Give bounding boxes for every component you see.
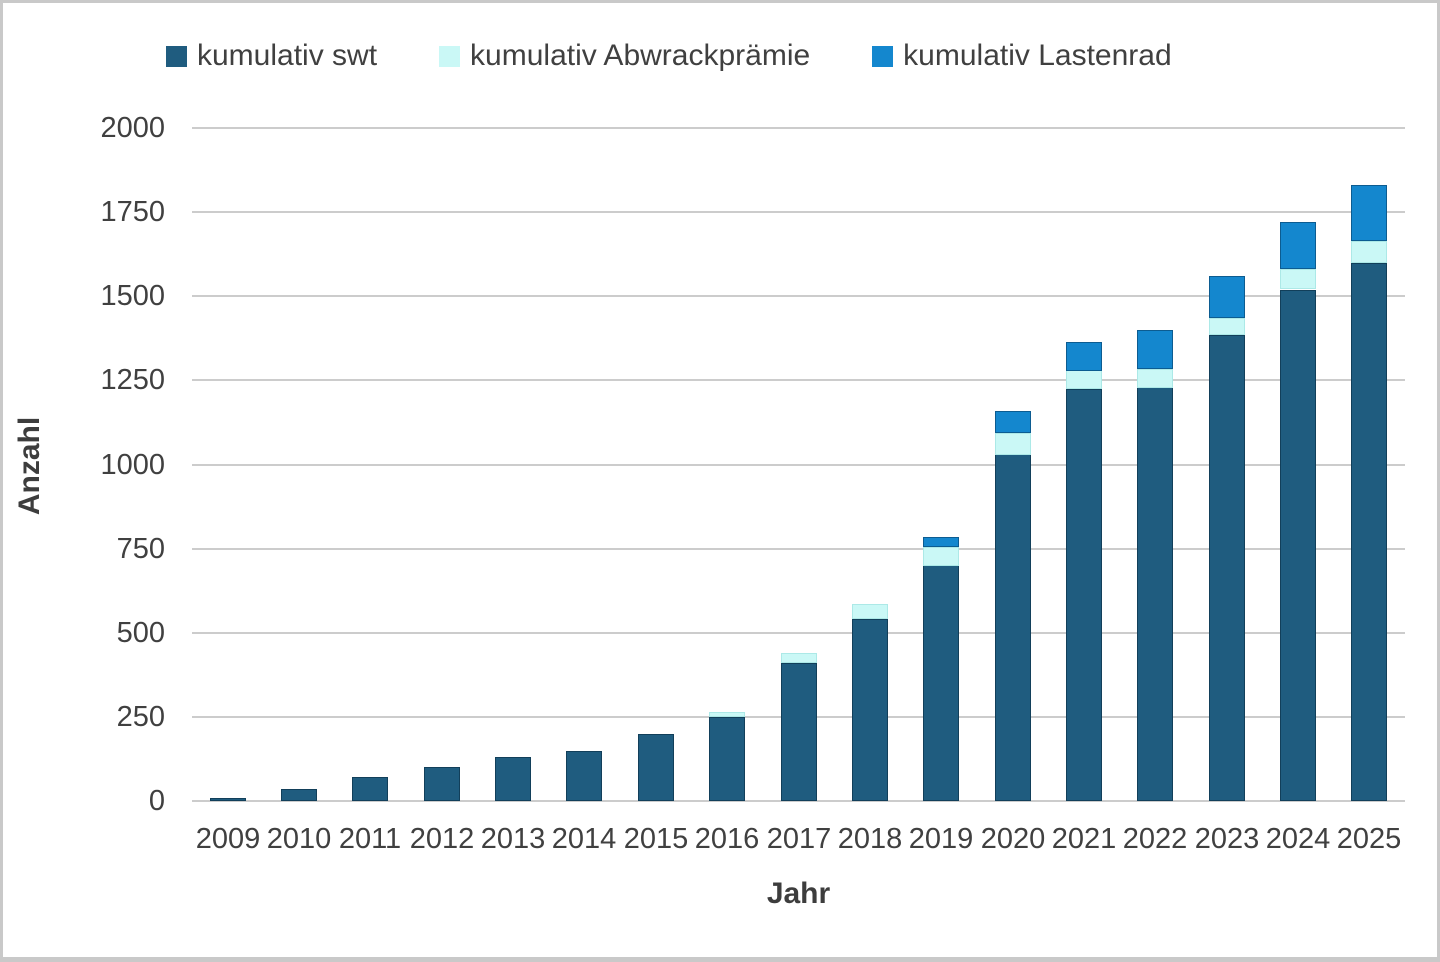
legend-item-kumulativ-abwrackpraemie: kumulativ Abwrackprämie bbox=[439, 41, 810, 71]
y-tick-label: 1250 bbox=[100, 364, 165, 396]
gridline-0 bbox=[192, 800, 1405, 802]
y-tick-label: 500 bbox=[116, 617, 165, 649]
bar-segment-kumulativ-swt-2015 bbox=[638, 734, 674, 801]
gridline-750 bbox=[192, 548, 1405, 550]
x-tick-label-2013: 2013 bbox=[480, 823, 546, 855]
y-tick-label: 1000 bbox=[100, 449, 165, 481]
x-tick-label-2009: 2009 bbox=[195, 823, 261, 855]
bar-segment-kumulativ-swt-2013 bbox=[495, 757, 531, 801]
chart-legend: kumulativ swt kumulativ Abwrackprämie ku… bbox=[166, 41, 1172, 71]
y-tick-label: 1500 bbox=[100, 280, 165, 312]
bar-segment-kumulativ-abwrackprämie-2024 bbox=[1280, 269, 1316, 289]
x-axis-title: Jahr bbox=[766, 877, 831, 910]
x-tick-label-2016: 2016 bbox=[694, 823, 760, 855]
bar-segment-kumulativ-lastenrad-2021 bbox=[1066, 342, 1102, 371]
legend-swatch-kumulativ-lastenrad bbox=[872, 45, 894, 67]
bar-segment-kumulativ-abwrackprämie-2017 bbox=[781, 653, 817, 663]
x-tick-label-2022: 2022 bbox=[1122, 823, 1188, 855]
bar-segment-kumulativ-swt-2017 bbox=[781, 663, 817, 801]
bar-segment-kumulativ-swt-2009 bbox=[210, 798, 246, 801]
bar-segment-kumulativ-lastenrad-2022 bbox=[1137, 330, 1173, 369]
legend-swatch-kumulativ-swt bbox=[166, 45, 187, 67]
bar-segment-kumulativ-lastenrad-2025 bbox=[1351, 185, 1387, 241]
y-tick-label: 1750 bbox=[100, 196, 165, 228]
x-tick-label-2024: 2024 bbox=[1265, 823, 1331, 855]
bar-segment-kumulativ-swt-2020 bbox=[995, 454, 1031, 801]
gridline-2000 bbox=[192, 127, 1405, 129]
x-tick-label-2011: 2011 bbox=[338, 823, 402, 855]
legend-swatch-kumulativ-abwrackpraemie bbox=[439, 45, 461, 67]
bar-segment-kumulativ-swt-2010 bbox=[281, 789, 317, 801]
bar-segment-kumulativ-swt-2023 bbox=[1209, 335, 1245, 801]
bar-segment-kumulativ-abwrackprämie-2021 bbox=[1066, 370, 1102, 389]
x-tick-label-2023: 2023 bbox=[1194, 823, 1260, 855]
bar-segment-kumulativ-swt-2011 bbox=[352, 777, 388, 801]
legend-item-kumulativ-lastenrad: kumulativ Lastenrad bbox=[872, 39, 1172, 72]
y-tick-label: 750 bbox=[116, 533, 165, 565]
bar-segment-kumulativ-lastenrad-2020 bbox=[995, 411, 1031, 433]
bar-segment-kumulativ-lastenrad-2023 bbox=[1209, 276, 1245, 318]
bar-segment-kumulativ-swt-2022 bbox=[1137, 387, 1173, 801]
y-axis-title: Anzahl bbox=[13, 416, 46, 516]
y-tick-label: 250 bbox=[116, 701, 165, 733]
legend-label: kumulativ swt bbox=[197, 39, 378, 72]
x-tick-label-2020: 2020 bbox=[980, 823, 1046, 855]
bar-segment-kumulativ-swt-2024 bbox=[1280, 290, 1316, 801]
x-tick-label-2015: 2015 bbox=[623, 823, 689, 855]
x-tick-label-2012: 2012 bbox=[409, 823, 475, 855]
legend-item-kumulativ-swt: kumulativ swt bbox=[166, 41, 377, 71]
bar-segment-kumulativ-swt-2018 bbox=[852, 619, 888, 801]
bar-segment-kumulativ-swt-2021 bbox=[1066, 389, 1102, 801]
bar-segment-kumulativ-lastenrad-2019 bbox=[923, 537, 959, 547]
bar-segment-kumulativ-abwrackprämie-2016 bbox=[709, 712, 745, 717]
gridline-1000 bbox=[192, 464, 1405, 466]
y-tick-label: 2000 bbox=[100, 112, 165, 144]
x-tick-label-2010: 2010 bbox=[266, 823, 332, 855]
bar-segment-kumulativ-swt-2014 bbox=[566, 751, 602, 801]
x-tick-label-2021: 2021 bbox=[1051, 823, 1117, 855]
bar-segment-kumulativ-swt-2025 bbox=[1351, 263, 1387, 801]
bar-segment-kumulativ-abwrackprämie-2022 bbox=[1137, 369, 1173, 388]
x-tick-label-2014: 2014 bbox=[551, 823, 617, 855]
gridline-1750 bbox=[192, 211, 1405, 213]
gridline-500 bbox=[192, 632, 1405, 634]
x-tick-label-2018: 2018 bbox=[837, 823, 903, 855]
x-tick-label-2025: 2025 bbox=[1336, 823, 1402, 855]
gridline-1250 bbox=[192, 379, 1405, 381]
bar-segment-kumulativ-lastenrad-2024 bbox=[1280, 222, 1316, 269]
x-tick-label-2019: 2019 bbox=[908, 823, 974, 855]
y-tick-label: 0 bbox=[148, 785, 165, 817]
gridline-1500 bbox=[192, 295, 1405, 297]
bar-segment-kumulativ-abwrackprämie-2023 bbox=[1209, 318, 1245, 335]
legend-label: kumulativ Lastenrad bbox=[903, 39, 1172, 72]
bar-segment-kumulativ-swt-2012 bbox=[424, 767, 460, 801]
bar-segment-kumulativ-abwrackprämie-2019 bbox=[923, 547, 959, 566]
bar-segment-kumulativ-abwrackprämie-2018 bbox=[852, 604, 888, 619]
bar-segment-kumulativ-abwrackprämie-2020 bbox=[995, 433, 1031, 455]
x-tick-label-2017: 2017 bbox=[766, 823, 832, 855]
bar-segment-kumulativ-swt-2019 bbox=[923, 565, 959, 801]
bar-segment-kumulativ-swt-2016 bbox=[709, 717, 745, 801]
bar-segment-kumulativ-abwrackprämie-2025 bbox=[1351, 241, 1387, 263]
legend-label: kumulativ Abwrackprämie bbox=[470, 39, 811, 72]
